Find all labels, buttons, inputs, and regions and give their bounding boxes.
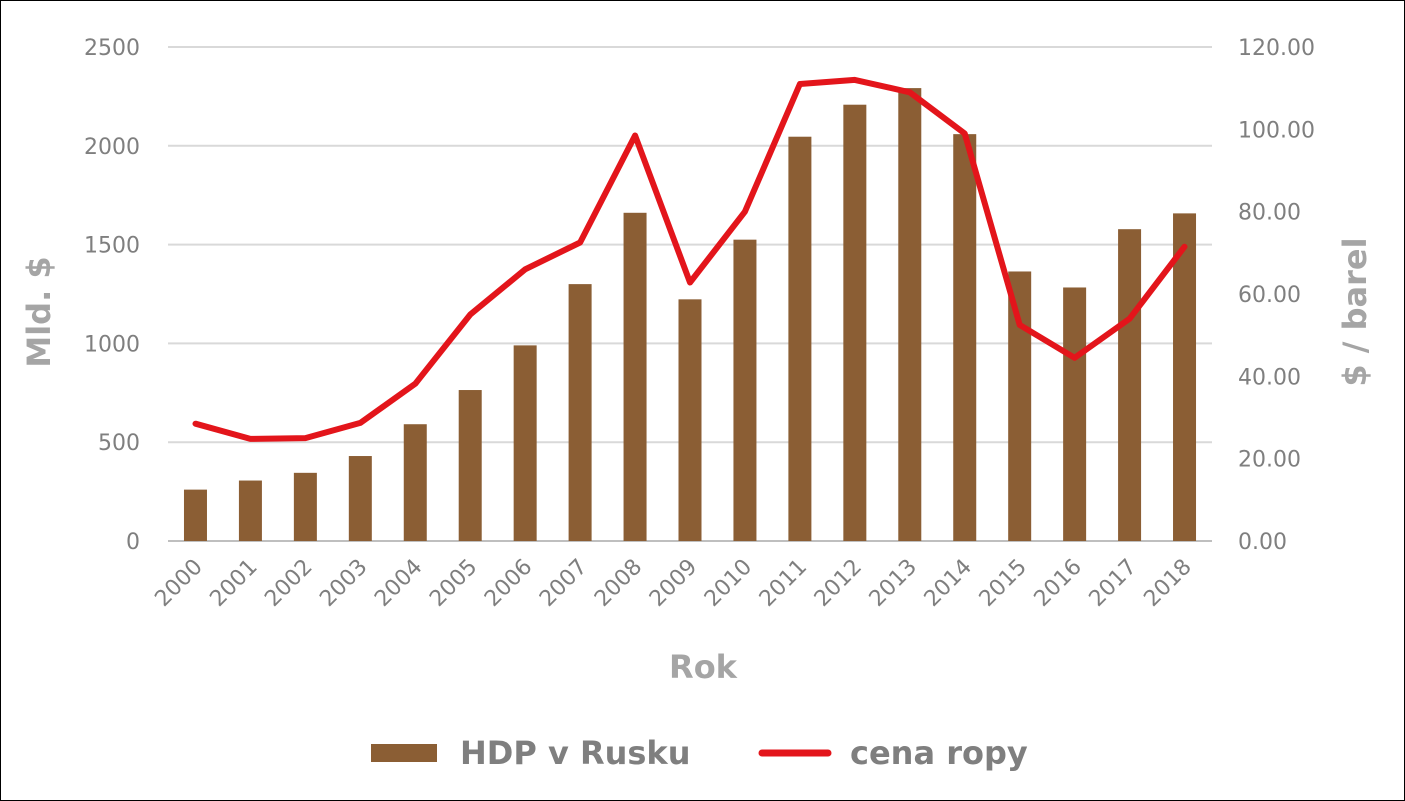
x-tick: 2016 [1030,555,1087,612]
x-tick: 2012 [810,555,867,612]
x-axis-ticks: 2000200120022003200420052006200720082009… [150,555,1196,612]
x-tick: 2003 [315,555,372,612]
left-axis-ticks: 0 500 1000 1500 2000 2500 [84,36,140,555]
x-tick: 2001 [205,555,262,612]
bar [1008,271,1032,541]
y-tick-left: 0 [126,530,140,555]
bar [1063,287,1087,541]
bar-series-hdp [183,88,1197,542]
gridlines [168,46,1212,542]
bar [403,424,427,541]
right-axis-ticks: 0.00 20.00 40.00 60.00 80.00 100.00 120.00 [1238,36,1315,555]
y-tick-right: 20.00 [1238,448,1301,473]
oil-price-line [192,76,1188,442]
y-tick-left: 500 [98,431,140,456]
x-axis-title: Rok [669,648,738,686]
x-tick: 2002 [260,555,317,612]
x-tick: 2007 [535,555,592,612]
x-tick: 2018 [1139,555,1196,612]
legend: HDP v Rusku cena ropy [371,734,1028,772]
bar [513,345,537,541]
x-tick: 2008 [590,555,647,612]
x-tick: 2017 [1085,555,1142,612]
y-axis-title-right: $ / barel [1336,237,1374,386]
x-tick: 2013 [865,555,922,612]
x-tick: 2010 [700,555,757,612]
x-tick: 2000 [150,555,207,612]
bar [1173,213,1197,541]
x-tick: 2004 [370,555,427,612]
bar [183,489,207,541]
y-tick-left: 2000 [84,135,140,160]
y-tick-right: 60.00 [1238,283,1301,308]
line-series-oil-price [192,76,1188,442]
x-tick: 2006 [480,555,537,612]
legend-label-hdp: HDP v Rusku [460,734,690,772]
x-tick: 2014 [920,555,977,612]
x-tick: 2005 [425,555,482,612]
bar [458,390,482,541]
legend-swatch-hdp [371,744,437,762]
bar [898,88,922,541]
x-tick: 2009 [645,555,702,612]
bar [733,239,757,541]
bar [843,104,867,541]
y-tick-left: 2500 [84,36,140,61]
y-tick-right: 40.00 [1238,365,1301,390]
bar [568,284,592,541]
y-tick-left: 1500 [84,234,140,259]
bar [678,299,702,541]
y-axis-title-left: Mld. $ [20,256,58,367]
y-tick-right: 120.00 [1238,36,1315,61]
y-tick-right: 100.00 [1238,118,1315,143]
y-tick-right: 0.00 [1238,530,1287,555]
bar [623,212,647,541]
x-tick: 2011 [755,555,812,612]
bar [238,480,262,541]
bar [348,456,372,541]
legend-label-oil: cena ropy [850,734,1028,772]
y-tick-right: 80.00 [1238,201,1301,226]
y-tick-left: 1000 [84,332,140,357]
bar [788,136,812,542]
x-tick: 2015 [975,555,1032,612]
bar [293,472,317,541]
bar [953,134,977,541]
bar [1118,229,1142,541]
